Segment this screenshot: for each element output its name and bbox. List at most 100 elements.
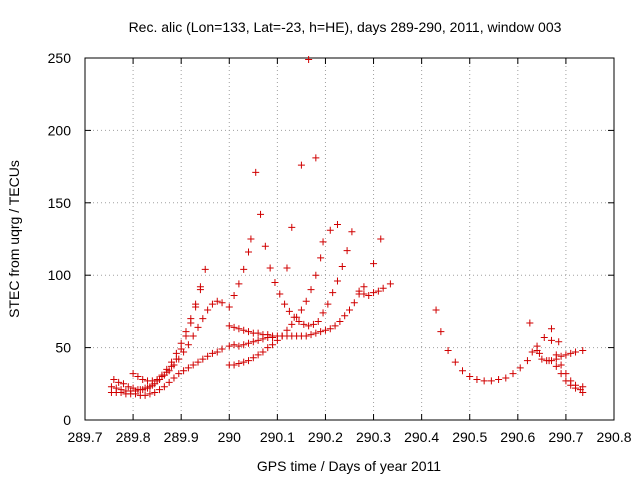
x-tick-label: 289.9 [164,429,199,445]
y-tick-label: 50 [55,340,71,356]
data-point [139,386,147,394]
data-point [134,373,142,381]
data-point [254,336,262,344]
data-point [189,361,197,369]
data-point [175,370,183,378]
x-tick-label: 290.6 [500,429,535,445]
data-point [326,226,334,234]
data-point [148,377,156,385]
data-point [350,299,358,307]
data-point [192,303,200,311]
data-point [355,287,363,295]
data-point [225,303,233,311]
data-point [252,168,260,176]
data-point [225,322,233,330]
data-point [245,328,253,336]
data-point [180,367,188,375]
data-point [331,322,339,330]
data-point [276,290,284,298]
x-axis-label: GPS time / Days of year 2011 [257,458,441,474]
y-tick-label: 100 [48,267,72,283]
data-point [312,154,320,162]
data-point [365,291,373,299]
data-point [526,319,534,327]
x-tick-label: 290.5 [452,429,487,445]
data-points [107,55,587,399]
data-point [557,352,565,360]
data-point [538,355,546,363]
data-point [129,384,137,392]
data-point [288,223,296,231]
data-point [346,306,353,314]
data-point [473,375,481,383]
grid-lines [85,58,614,420]
data-point [329,289,337,297]
data-point [295,318,303,326]
data-point [146,390,154,398]
data-point [254,351,262,359]
data-point [254,329,262,337]
y-tick-label: 250 [48,50,72,66]
data-point [235,280,243,288]
data-point [170,374,178,382]
data-point [552,362,560,370]
data-point [156,386,164,394]
data-point [528,348,536,356]
data-point [502,374,510,382]
data-point [307,331,315,339]
data-point [182,332,190,340]
data-point [288,320,296,328]
data-point [567,377,575,385]
data-point [184,364,192,372]
data-point [297,161,305,169]
data-point [283,264,291,272]
data-point [235,360,243,368]
data-point [535,349,543,357]
data-point [302,297,310,305]
data-point [579,346,587,354]
y-tick-label: 0 [63,412,71,428]
data-point [451,358,459,366]
data-point [540,333,548,341]
data-point [208,349,216,357]
data-point [141,391,149,399]
data-point [317,254,325,262]
data-point [319,238,327,246]
data-point [312,329,320,337]
data-point [333,221,341,229]
data-point [281,300,289,308]
data-point [547,336,555,344]
data-point [343,247,351,255]
y-tick-label: 200 [48,122,72,138]
data-point [261,242,269,250]
data-point [285,307,293,315]
x-tick-label: 290.1 [260,429,295,445]
data-point [245,357,253,365]
data-point [245,339,253,347]
data-point [259,348,267,356]
data-point [240,341,248,349]
data-point [172,355,180,363]
data-point [194,323,202,331]
data-point [314,318,322,326]
data-point [437,328,445,336]
data-point [374,287,382,295]
data-point [317,328,325,336]
data-point [386,280,394,288]
data-point [249,354,257,362]
data-point [336,318,344,326]
data-point [302,332,310,340]
data-point [110,375,118,383]
data-point [305,55,313,63]
data-point [230,323,238,331]
data-point [562,351,570,359]
y-axis-label: STEC from uqrg / TECUs [6,160,22,318]
data-point [370,289,378,297]
data-point [199,315,207,323]
x-tick-label: 290.2 [308,429,343,445]
data-point [107,383,115,391]
data-point [545,357,553,365]
x-tick-labels: 289.7 289.8 289.9 290 290.1 290.2 290.3 290.4 29… [67,429,631,445]
data-point [129,370,137,378]
